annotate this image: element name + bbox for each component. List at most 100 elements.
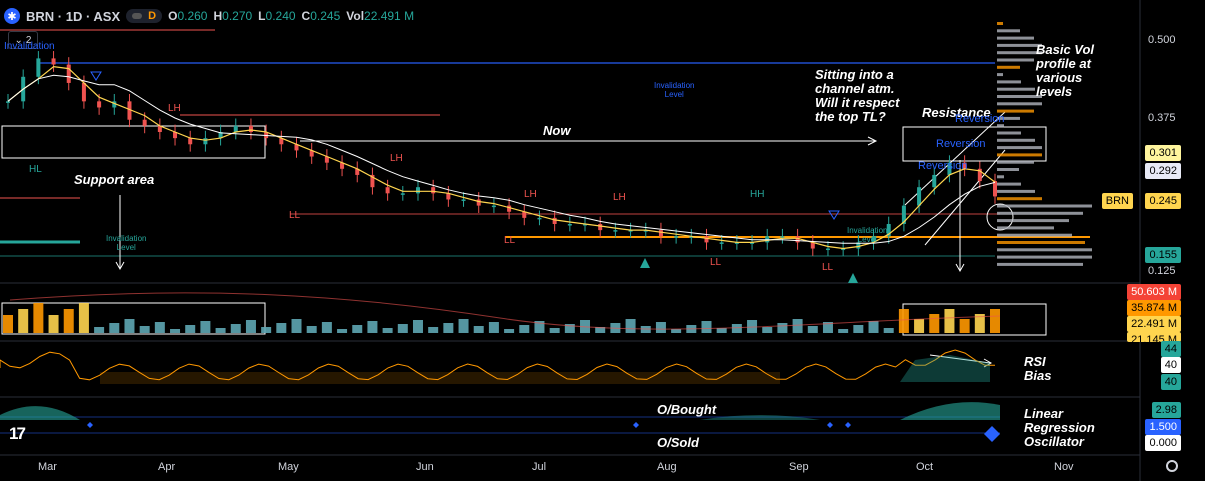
volume-profile-bar xyxy=(997,189,1035,193)
annotation-lro: Linear Regression Oscillator xyxy=(1024,406,1095,449)
label-ll: LL xyxy=(822,262,834,273)
volume-bar xyxy=(397,324,408,333)
label-invalidation-top: Invalidation xyxy=(4,41,55,52)
triangle-up-icon xyxy=(848,273,858,283)
volume-bar xyxy=(33,303,44,333)
label-reversion: Reversion xyxy=(955,113,1005,125)
osc-marker xyxy=(845,422,851,428)
arrow-icon xyxy=(867,136,878,146)
candle xyxy=(947,162,952,175)
price-tag-155: 0.155 xyxy=(1145,247,1181,263)
volume-bar xyxy=(792,319,803,333)
month-label: Mar xyxy=(38,461,57,473)
volume-profile-bar xyxy=(997,87,1035,91)
symbol-logo-icon: ✱ xyxy=(4,8,20,24)
volume-profile-bar xyxy=(997,58,1034,62)
candle xyxy=(294,144,299,151)
candle xyxy=(431,187,436,194)
volume-bar xyxy=(382,328,393,333)
axis-tick: 0.125 xyxy=(1148,265,1176,277)
highlight-circle xyxy=(986,203,1014,231)
volume-bar xyxy=(139,326,150,333)
candle xyxy=(658,230,663,237)
axis-tick: 0.375 xyxy=(1148,112,1176,124)
ma-slow xyxy=(7,74,996,244)
volume-bar xyxy=(625,319,636,333)
osc-tag-1: 2.98 xyxy=(1151,402,1181,418)
volume-profile-bar xyxy=(997,182,1021,186)
volume-profile-bar xyxy=(997,241,1085,244)
candle xyxy=(157,125,162,132)
volume-box xyxy=(1,302,266,335)
volume-profile-bar xyxy=(997,233,1072,237)
volume-bar xyxy=(3,315,13,333)
axis-tick: 0.500 xyxy=(1148,34,1176,46)
low-value: 0.240 xyxy=(265,9,296,23)
candle xyxy=(537,217,542,220)
candle xyxy=(750,242,755,244)
volume-bar xyxy=(534,321,545,333)
volume-bar xyxy=(48,315,59,333)
candle xyxy=(97,101,102,108)
volume-bar xyxy=(215,328,226,333)
month-label: Nov xyxy=(1054,461,1074,473)
candle xyxy=(522,211,527,218)
volume-profile-bar xyxy=(997,248,1092,252)
symbol-title[interactable]: BRN · 1D · ASX xyxy=(26,8,121,24)
annotation-obought: O/Bought xyxy=(657,402,717,417)
volume-profile-bar xyxy=(997,95,1042,98)
label-invalidation-1: Invalidation Level xyxy=(106,234,147,252)
candle xyxy=(780,236,785,238)
volume-bar xyxy=(94,327,105,333)
candle xyxy=(355,168,360,175)
gear-icon[interactable] xyxy=(1166,460,1178,472)
volume-profile-bar xyxy=(997,116,1020,120)
candle xyxy=(324,156,329,163)
market-status-chip[interactable]: D xyxy=(126,9,163,23)
arrow-icon xyxy=(115,261,125,271)
candle xyxy=(795,236,800,243)
volume-bar xyxy=(640,326,651,333)
candle xyxy=(461,199,466,201)
annotation-volprofile: Basic Vol profile at various levels xyxy=(1036,42,1095,99)
candle xyxy=(977,168,982,182)
candle xyxy=(901,205,906,224)
month-label: Aug xyxy=(657,461,677,473)
candle xyxy=(279,138,284,145)
volume-profile-bar xyxy=(997,211,1083,215)
volume-bar xyxy=(428,327,439,333)
month-label: Apr xyxy=(158,461,176,473)
volume-profile-bar xyxy=(997,43,1042,47)
volume-bar xyxy=(959,319,970,333)
osc-fill xyxy=(0,406,80,420)
label-ll: LL xyxy=(504,235,516,246)
volume-bar xyxy=(731,324,742,333)
volume-bar xyxy=(595,327,606,333)
volume-profile-bar xyxy=(997,29,1020,33)
volume-profile-bar xyxy=(997,255,1092,259)
volume-bar xyxy=(655,322,666,333)
candle xyxy=(446,193,451,200)
volume-bar xyxy=(185,325,196,333)
rsi-fill xyxy=(900,355,990,382)
volume-value: 22.491 M xyxy=(364,9,415,23)
candle xyxy=(400,193,405,195)
delay-label: D xyxy=(148,10,157,22)
volume-bar xyxy=(276,323,287,333)
volume-profile-bar xyxy=(997,131,1021,135)
volume-ma xyxy=(9,292,1001,330)
label-invalidation-3: Invalidation Level xyxy=(847,226,888,244)
volume-bar xyxy=(944,309,955,333)
volume-profile-bar xyxy=(997,65,1020,69)
annotation-resistance: Resistance xyxy=(922,105,991,120)
volume-bar xyxy=(367,321,378,333)
volume-profile-bar xyxy=(997,124,1004,128)
volume-tag-2: 35.874 M xyxy=(1127,300,1181,316)
volume-bar xyxy=(549,328,560,333)
volume-profile-bar xyxy=(997,262,1083,266)
indicator-collapse-button[interactable]: ⌄ 2 xyxy=(8,31,38,49)
last-price-tag: 0.245 xyxy=(1145,193,1181,209)
price-tag-301: 0.301 xyxy=(1145,145,1181,161)
volume-bar xyxy=(473,326,484,333)
